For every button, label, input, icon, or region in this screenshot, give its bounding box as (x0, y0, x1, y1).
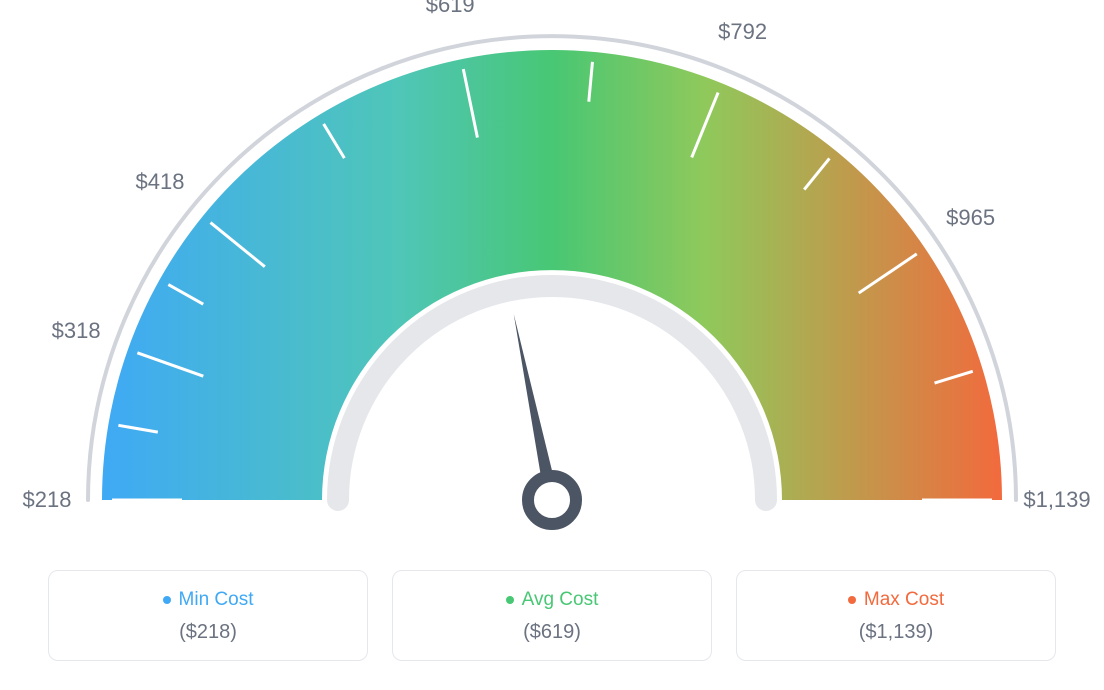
scale-label: $619 (426, 0, 475, 18)
legend-title-text-avg: Avg Cost (522, 589, 599, 611)
scale-label: $318 (52, 318, 101, 344)
legend-title-avg: Avg Cost (506, 589, 599, 611)
legend-row: Min Cost ($218) Avg Cost ($619) Max Cost… (0, 570, 1104, 661)
legend-dot-avg (506, 596, 514, 604)
legend-title-text-min: Min Cost (179, 589, 254, 611)
scale-label: $418 (136, 169, 185, 195)
legend-card-min: Min Cost ($218) (48, 570, 368, 661)
legend-value-min: ($218) (69, 621, 347, 644)
legend-card-max: Max Cost ($1,139) (736, 570, 1056, 661)
legend-title-text-max: Max Cost (864, 589, 944, 611)
scale-label: $792 (718, 19, 767, 45)
legend-card-avg: Avg Cost ($619) (392, 570, 712, 661)
scale-label: $218 (23, 487, 72, 513)
scale-label: $965 (946, 205, 995, 231)
scale-label: $1,139 (1023, 487, 1090, 513)
legend-dot-min (163, 596, 171, 604)
legend-value-max: ($1,139) (757, 621, 1035, 644)
legend-title-min: Min Cost (163, 589, 254, 611)
legend-value-avg: ($619) (413, 621, 691, 644)
legend-title-max: Max Cost (848, 589, 944, 611)
legend-dot-max (848, 596, 856, 604)
gauge-chart (0, 0, 1104, 560)
gauge-container: $218 $318 $418 $619 $792 $965 $1,139 (0, 0, 1104, 560)
